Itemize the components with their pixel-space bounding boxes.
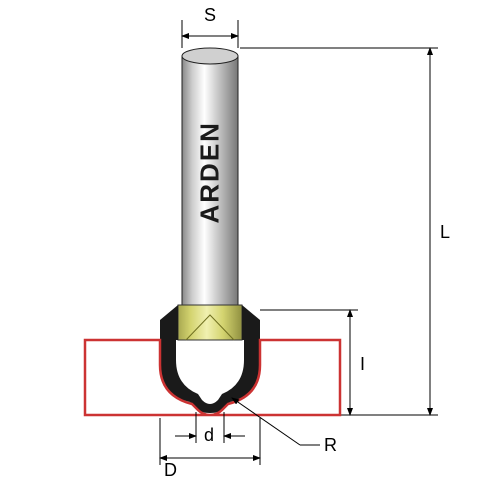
dim-label-L: L: [440, 222, 450, 243]
collar: [178, 305, 242, 340]
technical-diagram: ARDEN S L I R D d: [0, 0, 500, 500]
cutter-profile: [160, 340, 260, 413]
dim-label-D: D: [164, 460, 177, 481]
carbide-left: [160, 305, 178, 340]
dim-label-R: R: [324, 435, 337, 456]
brand-label: ARDEN: [195, 148, 226, 224]
dim-label-S: S: [204, 5, 216, 26]
carbide-right: [242, 305, 260, 340]
dim-label-d: d: [204, 425, 214, 446]
dim-label-I: I: [360, 354, 365, 375]
diagram-svg: [0, 0, 500, 500]
